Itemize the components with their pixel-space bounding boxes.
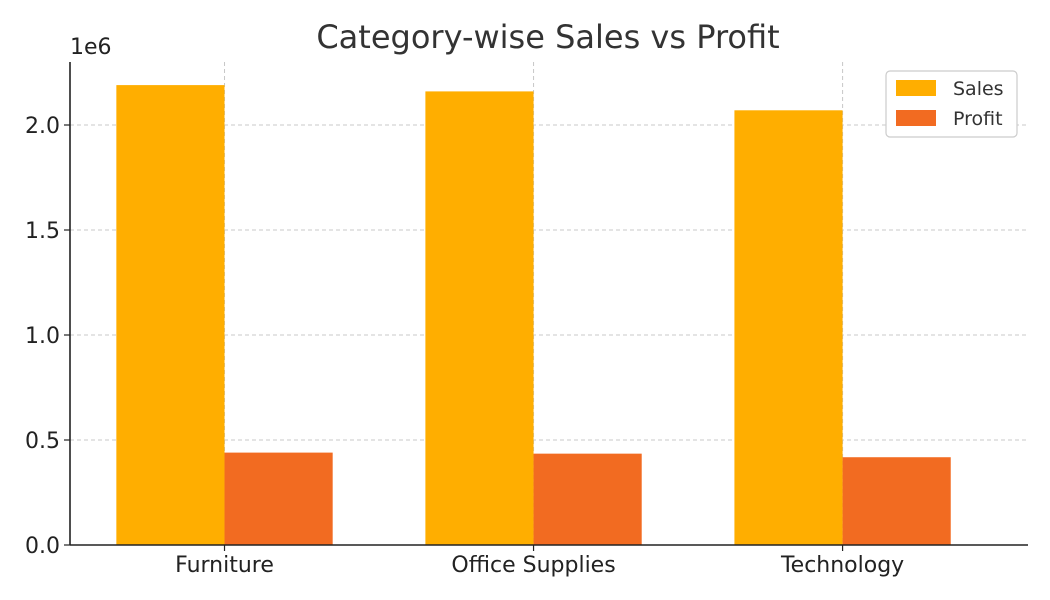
bar-profit-furniture [224, 452, 333, 545]
y-tick-label: 0.5 [25, 429, 60, 454]
bar-sales-furniture [116, 85, 225, 545]
legend-label-profit: Profit [953, 108, 1003, 130]
x-tick-label: Technology [780, 553, 904, 578]
chart-title: Category-wise Sales vs Profit [316, 18, 779, 56]
legend: Sales Profit [885, 70, 1018, 138]
bar-profit-technology [842, 457, 951, 545]
x-tick-label: Furniture [175, 553, 274, 578]
y-tick-label: 1.5 [25, 219, 60, 244]
axes: 0.0 0.5 1.0 1.5 2.0 Furniture Office Supplies T… [25, 62, 1028, 578]
x-tick-label: Office Supplies [451, 553, 615, 578]
y-tick-label: 2.0 [25, 114, 60, 139]
legend-label-sales: Sales [953, 78, 1004, 100]
legend-swatch-profit [896, 110, 936, 126]
bar-sales-technology [734, 110, 843, 546]
bar-profit-office-supplies [533, 453, 642, 545]
legend-swatch-sales [896, 80, 936, 96]
y-tick-label: 0.0 [25, 534, 60, 559]
y-tick-label: 1.0 [25, 324, 60, 349]
bar-sales-office-supplies [425, 91, 534, 546]
bars [116, 85, 951, 546]
y-axis-offset-label: 1e6 [70, 35, 112, 60]
